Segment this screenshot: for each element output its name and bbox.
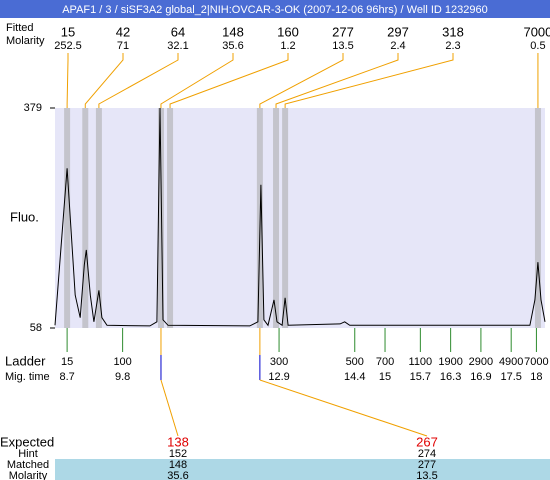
peak-molarity: 1.2 [280,40,295,52]
peak-size: 42 [116,24,130,39]
ladder-time: 14.4 [344,371,365,383]
peak-size: 160 [277,24,299,39]
ladder-time: 15.7 [410,371,431,383]
hint-size: 274 [418,448,436,460]
plot-area [55,108,545,328]
peak-connector [275,53,399,108]
expected-connector [259,379,428,437]
peak-molarity: 0.5 [530,40,545,52]
peak-band [534,108,541,328]
ladder-size: 1100 [409,356,433,368]
molarity-label: Molarity [9,470,48,480]
peak-molarity: 32.1 [167,40,188,52]
peak-band [95,108,102,328]
peak-band [64,108,71,328]
peak-connector [160,53,234,108]
ladder-size: 700 [376,356,394,368]
mig-time-label: Mig. time [5,371,50,383]
peak-band [157,108,164,328]
ladder-time: 8.7 [59,371,74,383]
matched-molarity: 35.6 [167,470,188,480]
ladder-time: 17.5 [500,371,521,383]
peak-connector [66,53,69,108]
ladder-time: 18 [530,371,542,383]
peak-molarity: 71 [117,40,129,52]
expected-size: 267 [416,434,438,449]
hint-size: 152 [169,448,187,460]
peak-connector [169,53,289,108]
ladder-time: 15 [379,371,391,383]
matched-molarity: 13.5 [416,470,437,480]
peak-molarity: 13.5 [332,40,353,52]
peak-connector [284,53,454,108]
peak-band [273,108,280,328]
expected-label: Expected [0,434,54,449]
ladder-time: 12.9 [268,371,289,383]
peak-size-label: Fitted [6,22,34,34]
peak-connector [98,53,179,108]
ladder-size: 300 [270,356,288,368]
matched-size: 148 [169,459,187,471]
peak-band [82,108,89,328]
title: APAF1 / 3 / siSF3A2 global_2|NIH:OVCAR-3… [62,4,488,16]
peak-size: 297 [387,24,409,39]
peak-molarity: 2.4 [390,40,405,52]
peak-size: 15 [61,24,75,39]
matched-label: Matched [7,459,49,471]
y-axis-label: Fluo. [10,209,39,224]
ladder-size: 2900 [469,356,493,368]
ladder-size: 100 [113,356,131,368]
ladder-size: 15 [61,356,73,368]
ladder-time: 16.9 [470,371,491,383]
expected-size: 138 [167,434,189,449]
y-tick-label: 58 [30,322,42,334]
trace [54,107,546,327]
hint-label: Hint [18,448,38,460]
title-bar [0,0,550,18]
peak-size: 318 [442,24,464,39]
ladder-time: 9.8 [115,371,130,383]
peak-band [282,108,289,328]
peak-molarity: 252.5 [54,40,82,52]
y-tick-label: 379 [24,102,42,114]
peak-size: 64 [171,24,185,39]
peak-molarity: 2.3 [445,40,460,52]
ladder-size: 1900 [438,356,462,368]
peak-size: 7000 [523,24,550,39]
peak-size: 148 [222,24,244,39]
ladder-size: 7000 [524,356,548,368]
peak-connector [84,53,124,108]
ladder-time: 16.3 [440,371,461,383]
ladder-size: 4900 [499,356,523,368]
peak-molarity-label: Molarity [6,35,45,47]
matched-row-bg [55,459,550,480]
expected-connector [160,379,179,437]
ladder-size: 500 [346,356,364,368]
peak-band [167,108,174,328]
matched-size: 277 [418,459,436,471]
ladder-label: Ladder [5,353,46,368]
peak-molarity: 35.6 [222,40,243,52]
peak-connector [259,53,344,108]
peak-size: 277 [332,24,354,39]
